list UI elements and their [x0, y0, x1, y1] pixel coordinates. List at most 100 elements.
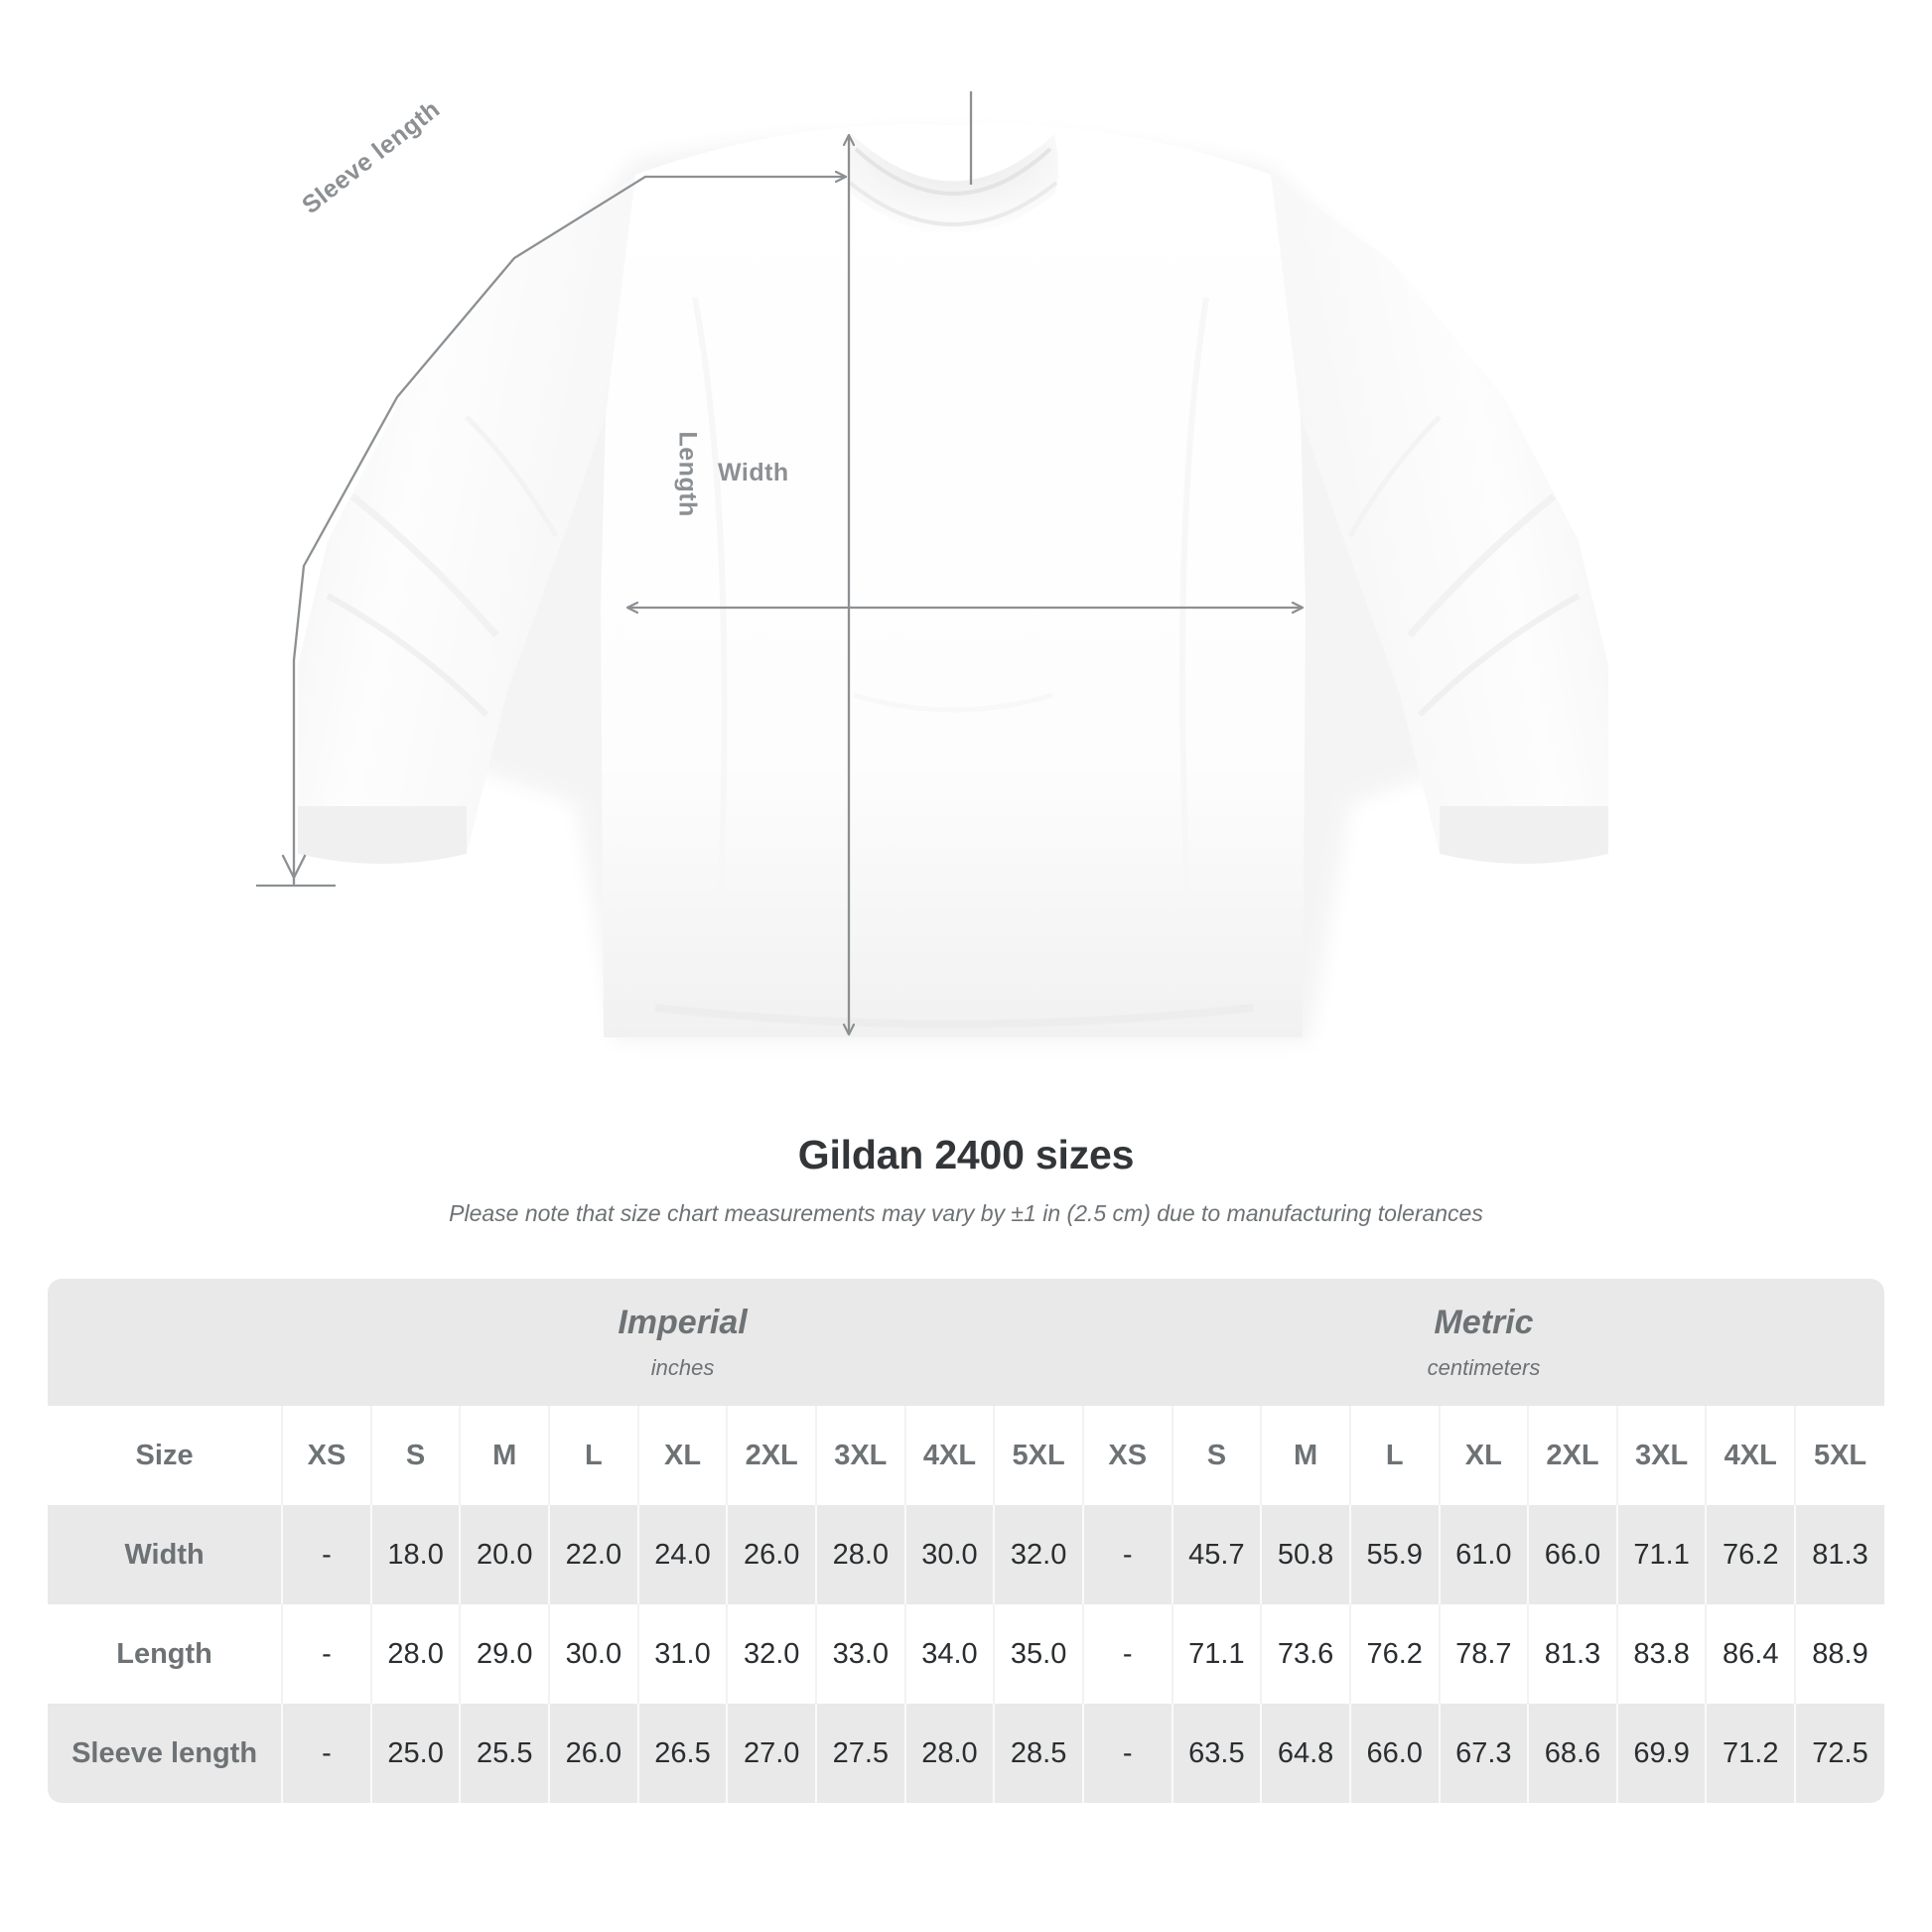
tolerance-note: Please note that size chart measurements…: [449, 1200, 1483, 1226]
unit-header-row: Imperial inches Metric centimeters: [48, 1279, 1884, 1406]
unit-cell-metric: Metric centimeters: [1082, 1279, 1884, 1406]
collar: [848, 134, 1058, 234]
size-col-imperial-3xl: 3XL: [814, 1406, 905, 1505]
row-label-length: Length: [48, 1604, 283, 1704]
cell-sleeve-metric-s: 63.5: [1171, 1704, 1262, 1803]
size-col-imperial-4xl: 4XL: [903, 1406, 995, 1505]
unit-sub-imperial: inches: [650, 1354, 715, 1380]
left-sleeve: [298, 175, 635, 864]
cell-width-imperial-xl: 24.0: [636, 1505, 728, 1604]
size-col-metric-3xl: 3XL: [1615, 1406, 1707, 1505]
cell-sleeve-metric-l: 66.0: [1348, 1704, 1440, 1803]
cell-width-metric-l: 55.9: [1348, 1505, 1440, 1604]
cell-width-metric-m: 50.8: [1260, 1505, 1350, 1604]
cell-sleeve-metric-xl: 67.3: [1438, 1704, 1529, 1803]
cell-width-metric-2xl: 66.0: [1527, 1505, 1617, 1604]
cell-sleeve-imperial-m: 25.5: [459, 1704, 550, 1803]
table-row: Width - 18.0 20.0 22.0 24.0 26.0 28.0 30…: [48, 1505, 1884, 1604]
cell-sleeve-metric-m: 64.8: [1260, 1704, 1350, 1803]
unit-name-imperial: Imperial: [618, 1304, 748, 1342]
cell-sleeve-imperial-xs: -: [281, 1704, 371, 1803]
size-col-imperial-2xl: 2XL: [726, 1406, 816, 1505]
cell-width-imperial-m: 20.0: [459, 1505, 550, 1604]
cell-length-imperial-5xl: 35.0: [993, 1604, 1083, 1704]
cell-length-imperial-2xl: 32.0: [726, 1604, 816, 1704]
size-col-imperial-5xl: 5XL: [993, 1406, 1083, 1505]
size-col-metric-xl: XL: [1438, 1406, 1529, 1505]
title-block: Gildan 2400 sizes Please note that size …: [0, 1132, 1932, 1227]
cell-sleeve-metric-xs: -: [1081, 1704, 1173, 1803]
cell-length-metric-m: 73.6: [1260, 1604, 1350, 1704]
unit-name-metric: Metric: [1434, 1304, 1534, 1342]
row-label-width: Width: [48, 1505, 283, 1604]
size-col-metric-l: L: [1348, 1406, 1440, 1505]
cell-width-imperial-2xl: 26.0: [726, 1505, 816, 1604]
cell-sleeve-imperial-xl: 26.5: [636, 1704, 728, 1803]
cell-sleeve-metric-3xl: 69.9: [1615, 1704, 1707, 1803]
size-header-label: Size: [48, 1406, 283, 1505]
size-col-imperial-l: L: [548, 1406, 638, 1505]
table-row: Sleeve length - 25.0 25.5 26.0 26.5 27.0…: [48, 1704, 1884, 1803]
cell-length-metric-2xl: 81.3: [1527, 1604, 1617, 1704]
size-col-imperial-xs: XS: [281, 1406, 371, 1505]
unit-cell-imperial: Imperial inches: [282, 1279, 1083, 1406]
cell-sleeve-metric-2xl: 68.6: [1527, 1704, 1617, 1803]
cell-width-metric-xs: -: [1081, 1505, 1173, 1604]
cell-length-metric-4xl: 86.4: [1705, 1604, 1796, 1704]
cell-sleeve-imperial-l: 26.0: [548, 1704, 638, 1803]
cell-sleeve-metric-4xl: 71.2: [1705, 1704, 1796, 1803]
cell-width-metric-5xl: 81.3: [1794, 1505, 1884, 1604]
size-col-metric-2xl: 2XL: [1527, 1406, 1617, 1505]
size-chart-table: Imperial inches Metric centimeters Size …: [48, 1279, 1884, 1803]
row-label-sleeve-length: Sleeve length: [48, 1704, 283, 1803]
cell-sleeve-metric-5xl: 72.5: [1794, 1704, 1884, 1803]
cell-length-imperial-xs: -: [281, 1604, 371, 1704]
cell-sleeve-imperial-s: 25.0: [369, 1704, 461, 1803]
size-col-metric-xs: XS: [1081, 1406, 1173, 1505]
size-col-imperial-xl: XL: [636, 1406, 728, 1505]
cell-length-metric-l: 76.2: [1348, 1604, 1440, 1704]
cell-length-metric-5xl: 88.9: [1794, 1604, 1884, 1704]
cell-width-imperial-s: 18.0: [369, 1505, 461, 1604]
cell-length-imperial-xl: 31.0: [636, 1604, 728, 1704]
right-sleeve: [1271, 175, 1608, 864]
unit-spacer-cell: [48, 1279, 283, 1406]
size-col-metric-m: M: [1260, 1406, 1350, 1505]
cell-width-imperial-3xl: 28.0: [814, 1505, 905, 1604]
shirt-body: [601, 124, 1306, 1038]
cell-length-metric-s: 71.1: [1171, 1604, 1262, 1704]
cell-width-imperial-xs: -: [281, 1505, 371, 1604]
garment-illustration: Sleeve length Length Width: [256, 91, 1608, 1042]
size-col-metric-5xl: 5XL: [1794, 1406, 1884, 1505]
cell-sleeve-imperial-3xl: 27.5: [814, 1704, 905, 1803]
cell-width-metric-s: 45.7: [1171, 1505, 1262, 1604]
sleeve-length-measure: [256, 91, 973, 888]
size-col-imperial-s: S: [369, 1406, 461, 1505]
cell-width-metric-3xl: 71.1: [1615, 1505, 1707, 1604]
cell-sleeve-imperial-5xl: 28.5: [993, 1704, 1083, 1803]
cell-width-imperial-l: 22.0: [548, 1505, 638, 1604]
cell-length-metric-xl: 78.7: [1438, 1604, 1529, 1704]
table-row: Length - 28.0 29.0 30.0 31.0 32.0 33.0 3…: [48, 1604, 1884, 1704]
shirt-diagram-svg: [256, 91, 1608, 1042]
size-header-row: Size XS S M L XL 2XL 3XL 4XL 5XL XS S M …: [48, 1406, 1884, 1505]
cell-length-imperial-s: 28.0: [369, 1604, 461, 1704]
cell-length-imperial-l: 30.0: [548, 1604, 638, 1704]
page-title: Gildan 2400 sizes: [797, 1132, 1135, 1177]
size-col-metric-4xl: 4XL: [1705, 1406, 1796, 1505]
size-col-metric-s: S: [1171, 1406, 1262, 1505]
size-chart-container: Imperial inches Metric centimeters Size …: [48, 1279, 1884, 1803]
cell-length-metric-xs: -: [1081, 1604, 1173, 1704]
cell-length-imperial-4xl: 34.0: [903, 1604, 995, 1704]
cell-width-imperial-4xl: 30.0: [903, 1505, 995, 1604]
cell-length-metric-3xl: 83.8: [1615, 1604, 1707, 1704]
cell-width-imperial-5xl: 32.0: [993, 1505, 1083, 1604]
cell-width-metric-4xl: 76.2: [1705, 1505, 1796, 1604]
unit-sub-metric: centimeters: [1427, 1354, 1541, 1380]
size-col-imperial-m: M: [459, 1406, 550, 1505]
cell-length-imperial-3xl: 33.0: [814, 1604, 905, 1704]
cell-sleeve-imperial-4xl: 28.0: [903, 1704, 995, 1803]
cell-width-metric-xl: 61.0: [1438, 1505, 1529, 1604]
cell-length-imperial-m: 29.0: [459, 1604, 550, 1704]
cell-sleeve-imperial-2xl: 27.0: [726, 1704, 816, 1803]
